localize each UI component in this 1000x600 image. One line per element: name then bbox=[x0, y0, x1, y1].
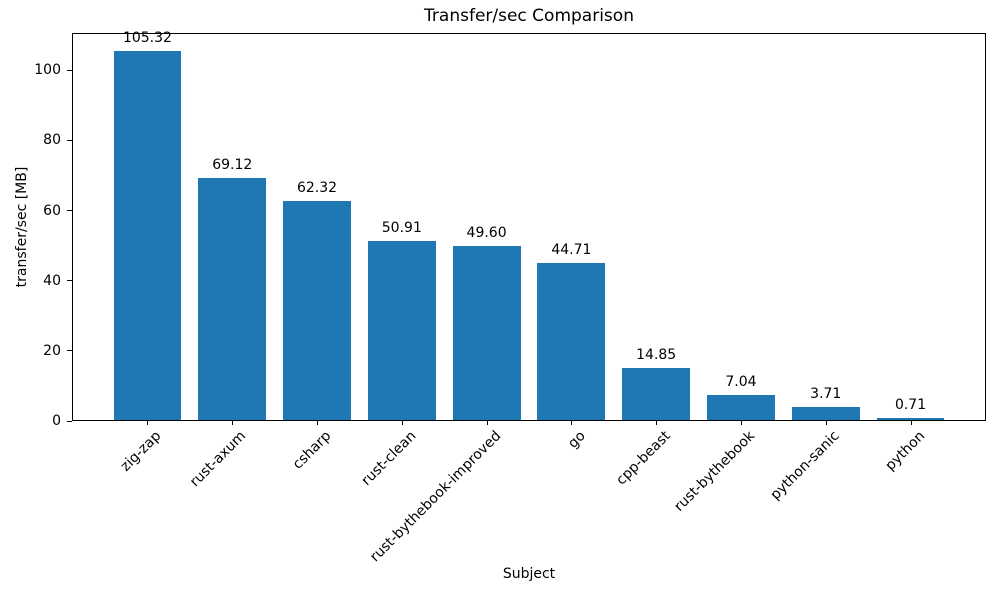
y-tick-label: 0 bbox=[52, 413, 61, 429]
bar-value-label: 49.60 bbox=[466, 224, 507, 241]
y-tick-label: 40 bbox=[43, 272, 61, 289]
bar bbox=[198, 177, 267, 420]
x-tick-mark bbox=[825, 421, 827, 425]
bar bbox=[283, 201, 351, 420]
bar bbox=[452, 245, 521, 420]
x-tick-mark bbox=[401, 421, 403, 425]
x-category-label-text: zig-zap bbox=[118, 428, 165, 475]
bar bbox=[707, 395, 775, 420]
x-axis-label: Subject bbox=[502, 566, 556, 582]
bar-value-label: 50.91 bbox=[381, 220, 422, 237]
x-category-label-text: cpp-beast bbox=[613, 428, 674, 489]
bar-value-label: 44.71 bbox=[551, 242, 592, 259]
x-category-label-text: rust-bythebook bbox=[671, 428, 759, 515]
x-category-label-text: rust-axum bbox=[187, 428, 250, 491]
y-tick-label: 100 bbox=[34, 62, 61, 79]
bar bbox=[537, 263, 606, 420]
y-tick-mark bbox=[67, 420, 72, 422]
bar-value-label: 62.32 bbox=[296, 180, 338, 197]
y-tick-label: 60 bbox=[43, 202, 61, 219]
x-category-label-text: go bbox=[565, 428, 589, 452]
bar bbox=[367, 241, 436, 420]
bar-value-label: 69.12 bbox=[212, 156, 253, 173]
x-tick-mark bbox=[571, 421, 573, 425]
bar bbox=[622, 367, 691, 420]
x-tick-mark bbox=[656, 421, 658, 425]
bar-value-label: 14.85 bbox=[636, 346, 677, 363]
y-tick-mark bbox=[67, 139, 72, 141]
bar-value-label: 7.04 bbox=[725, 374, 757, 391]
x-tick-mark bbox=[910, 421, 912, 425]
chart-title: Transfer/sec Comparison bbox=[424, 6, 634, 26]
x-category-label-text: python-sanic bbox=[767, 428, 844, 504]
y-tick-mark bbox=[67, 69, 72, 71]
x-tick-mark bbox=[232, 421, 234, 425]
x-tick-mark bbox=[740, 421, 742, 425]
y-tick-mark bbox=[67, 280, 72, 282]
x-category-label-text: python bbox=[881, 428, 928, 474]
y-tick-label: 20 bbox=[43, 342, 61, 359]
bar bbox=[113, 50, 182, 420]
x-category-label-text: csharp bbox=[289, 428, 335, 473]
bar-value-label: 0.71 bbox=[894, 396, 927, 413]
y-axis-label: transfer/sec [MB] bbox=[14, 166, 30, 288]
bar-value-label: 105.32 bbox=[122, 29, 172, 46]
x-tick-mark bbox=[486, 421, 488, 425]
y-tick-label: 80 bbox=[43, 132, 61, 149]
y-tick-mark bbox=[67, 350, 72, 352]
bar bbox=[791, 406, 860, 420]
x-tick-mark bbox=[147, 421, 149, 425]
bar bbox=[876, 417, 945, 420]
x-tick-mark bbox=[317, 421, 319, 425]
x-category-label-text: rust-clean bbox=[358, 428, 420, 489]
bar-value-label: 3.71 bbox=[810, 385, 842, 402]
y-tick-mark bbox=[67, 210, 72, 211]
